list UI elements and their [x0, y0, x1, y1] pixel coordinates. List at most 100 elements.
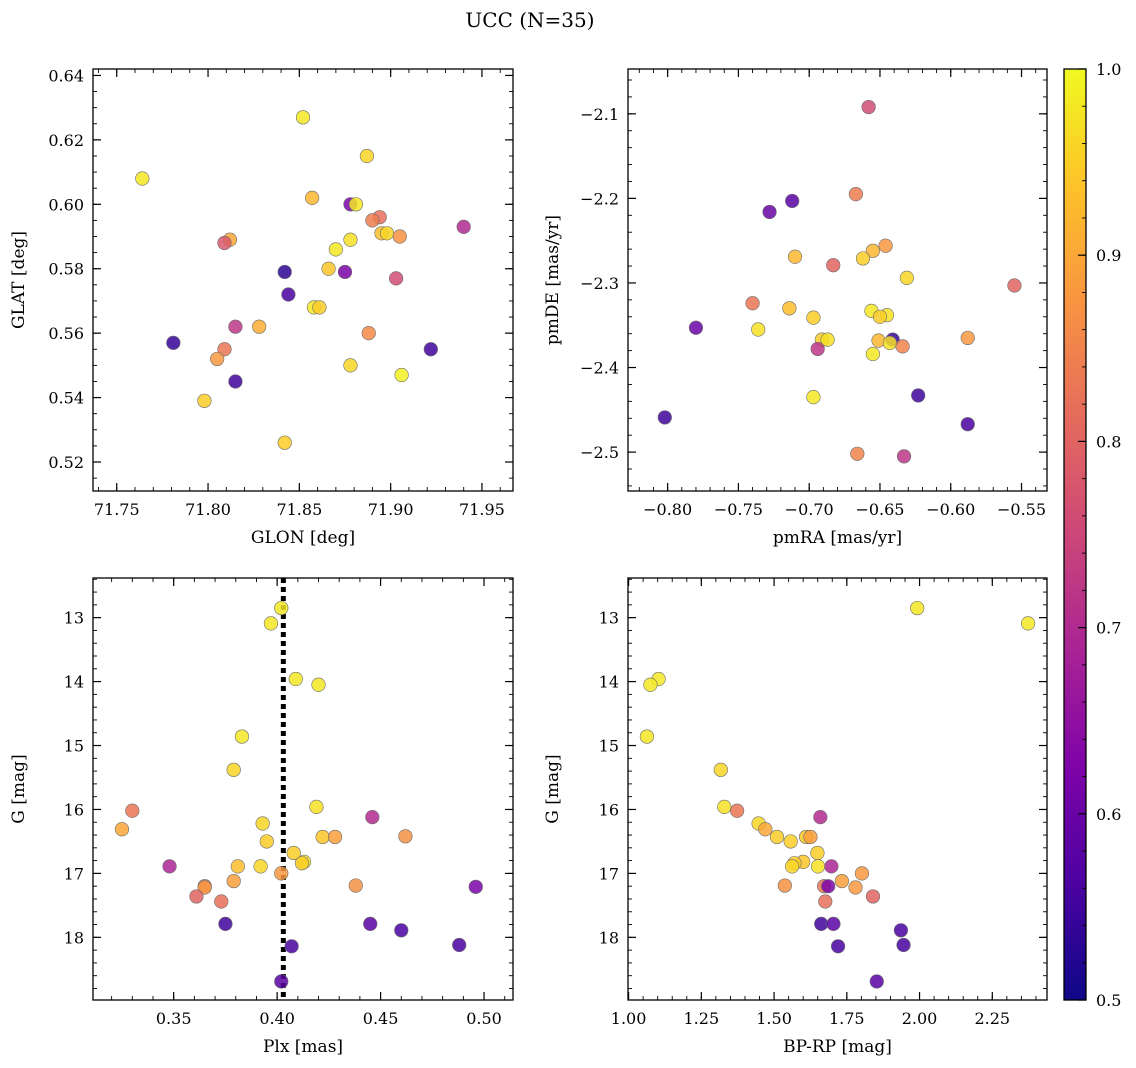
x-tick-label: −0.65 [855, 500, 904, 519]
data-point [197, 393, 212, 408]
x-tick-label: 71.75 [94, 500, 140, 519]
y-tick-label: 0.52 [48, 453, 84, 472]
x-tick-label: 1.75 [829, 1009, 865, 1028]
y-tick-label: −2.3 [580, 274, 619, 293]
x-axis-label: BP-RP [mag] [783, 1037, 892, 1057]
data-point [321, 261, 336, 276]
x-axis-label: GLON [deg] [251, 528, 355, 548]
y-tick-label: 16 [599, 800, 619, 819]
data-point [834, 873, 849, 889]
data-point [255, 816, 270, 831]
colorbar-tick-label: 0.7 [1096, 619, 1121, 638]
data-point [850, 446, 865, 461]
data-point [814, 916, 829, 932]
data-point [343, 232, 358, 247]
data-point [305, 190, 320, 205]
data-point [398, 829, 413, 844]
data-point [210, 351, 225, 367]
y-tick-label: 15 [599, 737, 619, 756]
panel-pmra-pmde: −0.80 −0.75 −0.70 −0.65 −0.60 −0.55 −2.5 −2.4 −2… [543, 68, 1048, 548]
data-point [348, 197, 364, 212]
data-point [882, 335, 897, 351]
colorbar-tick-label: 0.8 [1096, 432, 1121, 451]
y-axis-label: GLAT [deg] [9, 231, 29, 329]
y-tick-label: 0.54 [48, 389, 84, 408]
data-point [1007, 278, 1022, 293]
data-point [226, 873, 241, 889]
y-tick-label: 14 [64, 673, 84, 692]
x-tick-label: −0.55 [997, 500, 1046, 519]
data-point [865, 889, 881, 904]
data-point [848, 187, 864, 202]
data-point [830, 939, 846, 954]
figure-title: UCC (N=35) [465, 8, 594, 32]
data-point [730, 803, 745, 818]
data-point [294, 856, 310, 871]
data-point [277, 264, 292, 280]
data-point [226, 762, 241, 777]
y-tick-label: −2.5 [580, 443, 619, 462]
data-point [777, 878, 792, 893]
data-point [785, 193, 800, 209]
data-point [166, 335, 181, 350]
y-tick-label: −2.1 [580, 105, 619, 124]
data-point [228, 374, 243, 389]
x-axis-label: Plx [mas] [263, 1037, 343, 1057]
data-point [361, 326, 376, 341]
data-point [713, 762, 728, 777]
data-point [214, 894, 229, 909]
data-point [365, 810, 380, 825]
axes-frame [627, 577, 1048, 1001]
data-point [311, 677, 326, 692]
data-point [762, 204, 777, 220]
data-point [281, 287, 296, 302]
data-point [309, 799, 324, 815]
data-point [348, 878, 363, 893]
x-tick-label: 2.00 [902, 1009, 938, 1028]
data-point [295, 110, 311, 125]
data-point [910, 600, 925, 616]
data-point [639, 729, 655, 744]
data-point [911, 388, 926, 403]
x-tick-label: 0.45 [363, 1009, 399, 1028]
x-tick-label: 71.90 [368, 500, 414, 519]
y-tick-label: −2.4 [580, 359, 619, 378]
data-point [865, 243, 880, 258]
data-point [389, 271, 404, 286]
colorbar-tick-label: 0.9 [1096, 246, 1121, 265]
data-point [895, 339, 910, 354]
data-point [263, 616, 279, 631]
data-point [125, 803, 140, 818]
y-axis-label: G [mag] [9, 754, 29, 823]
x-tick-label: 71.85 [276, 500, 322, 519]
y-tick-label: −2.2 [580, 189, 619, 208]
x-tick-label: 2.25 [974, 1009, 1010, 1028]
data-point [114, 822, 130, 837]
data-point [252, 319, 267, 334]
data-point [328, 242, 343, 257]
data-point [452, 937, 467, 953]
data-point [751, 322, 766, 337]
data-point [745, 296, 760, 311]
y-axis-label: G [mag] [543, 754, 563, 823]
data-point [277, 435, 292, 450]
data-point [394, 367, 409, 383]
x-tick-label: 1.50 [756, 1009, 792, 1028]
data-point [878, 238, 893, 253]
panel-plx-g: 0.35 0.40 0.45 0.50 13 14 15 16 17 18 Plx [mas] G [… [9, 577, 514, 1057]
data-point [806, 390, 821, 405]
data-point [189, 889, 204, 904]
colorbar-tick-label: 0.6 [1096, 805, 1121, 824]
data-point [960, 417, 975, 432]
x-tick-label: −0.70 [785, 500, 834, 519]
data-point [782, 301, 797, 316]
x-tick-label: 71.95 [459, 500, 505, 519]
axes-frame [627, 68, 1048, 492]
y-tick-label: 17 [599, 864, 619, 883]
data-point [826, 258, 841, 273]
data-point [337, 264, 353, 280]
data-point [824, 859, 839, 874]
data-point [315, 829, 330, 845]
x-tick-label: −0.75 [714, 500, 763, 519]
data-point [893, 923, 909, 938]
